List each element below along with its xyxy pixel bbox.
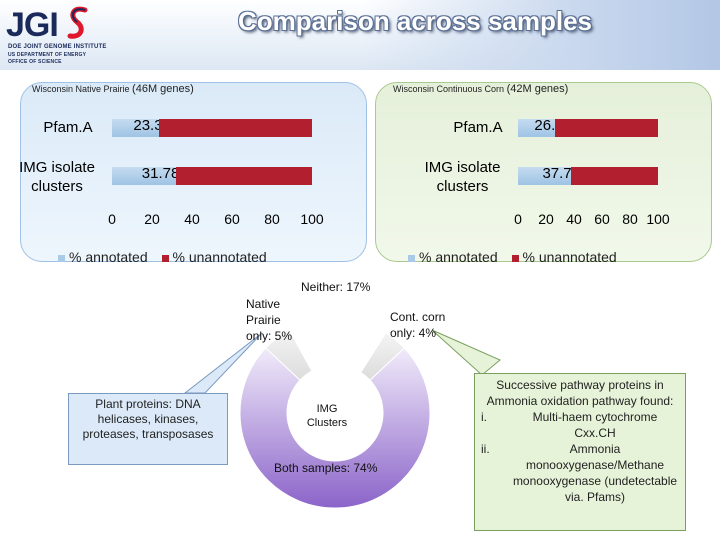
bar-unannotated (175, 167, 312, 185)
pathway-item: i. Multi-haem cytochrome Cxx.CH (481, 409, 679, 441)
native-label-line: Native (246, 297, 281, 311)
bar-unannotated (554, 119, 658, 137)
native-prairie-legend: % annotated % unannotated (58, 249, 267, 265)
bar-annotated (518, 119, 555, 137)
pathway-item: ii. Ammonia monooxygenase/Methane monoox… (481, 441, 679, 505)
x-tick-label: 60 (594, 211, 610, 227)
native-label-line: Prairie (246, 313, 281, 327)
donut-and-callouts (183, 317, 501, 509)
continuous-corn-title-text: Wisconsin Continuous Corn (393, 84, 505, 94)
pathway-callout: Successive pathway proteins in Ammonia o… (474, 373, 686, 531)
page-title: Comparison across samples (237, 6, 593, 36)
axis-line (112, 200, 312, 201)
category-label: IMG isolate clusters (424, 159, 501, 195)
slice-both-samples (239, 347, 431, 509)
continuous-corn-legend: % annotated % unannotated (408, 249, 617, 265)
x-tick-label: 20 (144, 211, 160, 227)
x-tick-label: 80 (622, 211, 638, 227)
continuous-corn-gene-count: (42M genes) (506, 83, 569, 95)
pathway-intro: Successive pathway proteins in Ammonia o… (486, 378, 674, 408)
legend-swatch-annotated (408, 254, 415, 262)
x-tick-label: 40 (566, 211, 582, 227)
bar-annotated (112, 119, 159, 137)
donut-center-label: IMG Clusters (300, 402, 354, 430)
bar-annotated (112, 167, 176, 185)
corn-label-line: only: 4% (390, 326, 437, 340)
legend-label: % unannotated (522, 249, 617, 265)
x-tick-label: 60 (224, 211, 240, 227)
logo-text: JGI (6, 6, 59, 44)
x-tick-label: 100 (300, 211, 324, 227)
neither-label: Neither: 17% (301, 280, 371, 294)
x-tick-label: 80 (264, 211, 280, 227)
donut-chart (239, 317, 431, 509)
native-prairie-x-ticks: 0 20 40 60 80 100 (108, 211, 324, 229)
native-label-line: only: 5% (246, 329, 293, 343)
category-label: Pfam.A (453, 119, 503, 136)
pathway-item-text: Multi-haem cytochrome Cxx.CH (532, 410, 658, 440)
x-tick-label: 0 (108, 211, 116, 227)
header-decoration (360, 0, 720, 70)
center-label-line: IMG (316, 403, 338, 415)
slice-cont-corn-only (360, 332, 405, 381)
pathway-callout-tail (431, 329, 501, 376)
native-prairie-only-label: Native Prairie only: 5% (246, 296, 292, 344)
bar-unannotated (570, 167, 658, 185)
native-prairie-title-text: Wisconsin Native Prairie (32, 84, 130, 94)
continuous-corn-x-ticks: 0 20 40 60 80 100 (514, 211, 670, 229)
legend-swatch-unannotated (161, 254, 169, 262)
category-label: Pfam.A (43, 119, 93, 136)
bar-unannotated (158, 119, 312, 137)
center-label-line: Clusters (306, 417, 348, 429)
corn-label-line: Cont. corn (390, 310, 446, 324)
jgi-logo: JGI (6, 6, 89, 45)
native-prairie-chart-title: Wisconsin Native Prairie (46M genes) (32, 83, 194, 95)
logo-subtitle-2: US DEPARTMENT OF ENERGY (8, 52, 87, 58)
both-samples-label: Both samples: 74% (274, 461, 378, 475)
x-tick-label: 100 (646, 211, 670, 227)
pathway-item-marker: ii. (481, 442, 490, 456)
bar-annotated (518, 167, 571, 185)
continuous-corn-chart-title: Wisconsin Continuous Corn (42M genes) (393, 83, 568, 95)
native-prairie-plot: 23.39 31.78 (112, 110, 312, 200)
x-tick-label: 40 (184, 211, 200, 227)
x-tick-label: 0 (514, 211, 522, 227)
legend-label: % annotated (69, 249, 148, 265)
plant-proteins-callout: Plant proteins: DNA helicases, kinases, … (68, 393, 228, 465)
data-label: 31.78 (141, 165, 180, 182)
category-label: IMG isolate clusters (19, 159, 95, 195)
logo-subtitle-1: DOE JOINT GENOME INSTITUTE (8, 44, 107, 50)
plant-proteins-text: Plant proteins: DNA helicases, kinases, … (82, 397, 214, 441)
data-label: 37.77 (542, 165, 580, 182)
legend-label: % annotated (419, 249, 498, 265)
continuous-corn-plot: 26.3 37.77 (518, 110, 658, 200)
logo-subtitle-3: OFFICE OF SCIENCE (8, 59, 62, 65)
x-tick-label: 20 (538, 211, 554, 227)
pathway-item-text: Ammonia monooxygenase/Methane monooxygen… (512, 442, 678, 504)
cont-corn-only-label: Cont. corn only: 4% (390, 309, 445, 341)
legend-label: % unannotated (172, 249, 267, 265)
legend-swatch-unannotated (511, 254, 519, 262)
pathway-item-marker: i. (481, 410, 487, 424)
dna-s-icon (67, 6, 88, 39)
legend-swatch-annotated (58, 254, 65, 262)
native-prairie-gene-count: (46M genes) (132, 83, 194, 95)
